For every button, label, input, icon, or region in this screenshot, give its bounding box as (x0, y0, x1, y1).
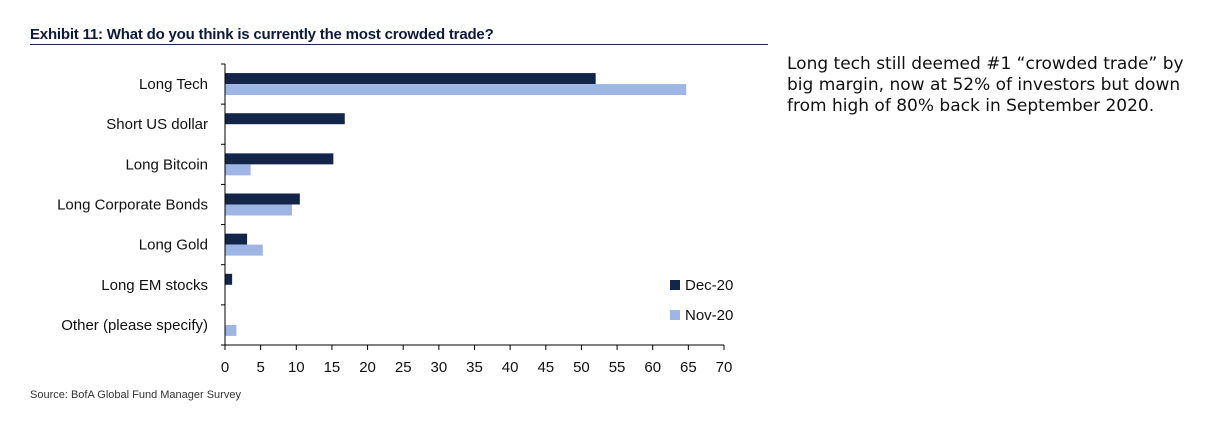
x-tick-label-55: 55 (609, 359, 626, 376)
x-tick-label-20: 20 (359, 359, 376, 376)
bar-dec-20-short-us-dollar (225, 113, 345, 125)
x-tick-label-70: 70 (716, 359, 733, 376)
category-label-short-us-dollar: Short US dollar (106, 116, 208, 133)
x-tick-label-15: 15 (324, 359, 341, 376)
x-tick-label-5: 5 (256, 359, 264, 376)
x-tick-label-65: 65 (680, 359, 697, 376)
legend-swatch-dec-20 (670, 280, 680, 290)
crowded-trade-bar-chart: Long Tech Short US dollar Long Bitcoin Long… (57, 63, 733, 376)
source-note: Source: BofA Global Fund Manager Survey (30, 389, 241, 401)
x-tick-label-30: 30 (431, 359, 448, 376)
legend-swatch-nov-20 (670, 310, 680, 320)
x-tick-label-40: 40 (502, 359, 519, 376)
x-tick-label-10: 10 (288, 359, 305, 376)
x-tick-label-50: 50 (573, 359, 590, 376)
bar-nov-20-long-gold (225, 244, 263, 256)
bar-dec-20-long-bitcoin (225, 153, 334, 165)
category-label-long-em-stocks: Long EM stocks (101, 277, 208, 294)
category-label-long-gold: Long Gold (139, 237, 208, 254)
bar-nov-20-other-please-specify (225, 324, 237, 336)
legend-label-dec-20: Dec-20 (685, 277, 733, 294)
x-tick-label-35: 35 (466, 359, 483, 376)
title-divider (30, 44, 768, 45)
x-tick-label-45: 45 (537, 359, 554, 376)
bar-dec-20-long-em-stocks (225, 273, 233, 285)
bar-dec-20-long-gold (225, 233, 248, 245)
legend-label-nov-20: Nov-20 (685, 307, 733, 324)
bar-dec-20-long-tech (225, 73, 596, 85)
exhibit-title: Exhibit 11: What do you think is current… (30, 26, 494, 43)
bar-nov-20-long-bitcoin (225, 164, 251, 176)
bar-dec-20-long-corporate-bonds (225, 193, 300, 205)
category-label-other-please-specify: Other (please specify) (61, 317, 208, 334)
x-tick-label-0: 0 (221, 359, 229, 376)
bar-nov-20-long-tech (225, 84, 687, 96)
commentary-text: Long tech still deemed #1 “crowded trade… (787, 54, 1184, 116)
category-label-long-bitcoin: Long Bitcoin (125, 156, 208, 173)
category-label-long-tech: Long Tech (139, 76, 208, 93)
x-tick-label-25: 25 (395, 359, 412, 376)
x-tick-label-60: 60 (644, 359, 661, 376)
bar-nov-20-long-corporate-bonds (225, 204, 293, 216)
category-label-long-corporate-bonds: Long Corporate Bonds (57, 197, 208, 214)
